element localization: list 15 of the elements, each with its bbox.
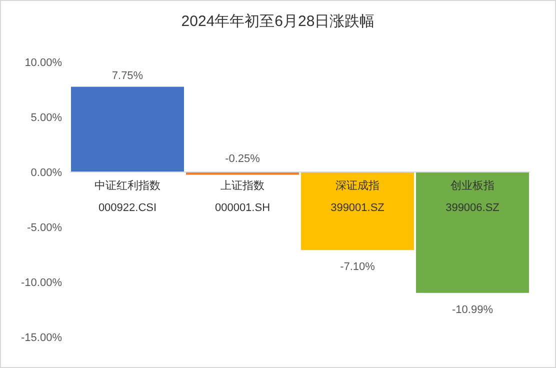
data-label: -7.10% — [340, 261, 376, 274]
data-label: -0.25% — [225, 153, 260, 165]
y-tick-label: 0.00% — [30, 167, 62, 179]
x-tick-label: 创业板指 399006.SZ — [446, 179, 500, 214]
data-label: -10.99% — [452, 304, 494, 316]
x-tick-label: 深证成指 399001.SZ — [330, 179, 385, 214]
chart-title: 2024年年初至6月28日涨跌幅 — [181, 13, 375, 30]
y-tick-label: -5.00% — [27, 222, 62, 234]
data-label: 7.75% — [112, 70, 144, 82]
y-tick-label: -10.00% — [21, 277, 62, 289]
x-tick-label: 上证指数 000001.SH — [214, 179, 270, 214]
x-tick-label: 中证红利指数 000922.CSI — [94, 179, 160, 214]
y-tick-label: 5.00% — [30, 112, 62, 124]
y-tick-label: 10.00% — [24, 57, 62, 69]
y-tick-label: -15.00% — [21, 332, 62, 344]
